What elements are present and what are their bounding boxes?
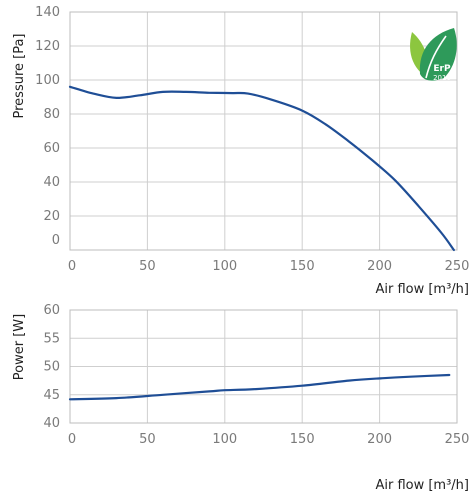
power-plot-frame	[69, 309, 458, 424]
pressure-y-tick-label: 40	[43, 175, 60, 190]
pressure-x-tick-label: 200	[367, 259, 392, 274]
pressure-x-axis-label: Air flow [m³/h]	[375, 282, 469, 297]
power-y-tick-label: 40	[43, 416, 60, 431]
pressure-x-tick-label: 100	[212, 259, 237, 274]
power-y-tick-label: 50	[43, 360, 60, 375]
power-grid	[69, 309, 458, 424]
power-y-axis-label: Power [W]	[12, 314, 27, 380]
power-x-tick-label: 50	[139, 432, 156, 447]
power-chart: 0 50 100 150 200 250 40 45 50 55 60 Power [W] Air …	[12, 303, 469, 493]
badge-year-label: 2018	[433, 74, 451, 82]
pressure-grid	[69, 11, 458, 251]
pressure-y-tick-label: 60	[43, 141, 60, 156]
power-x-axis-label: Air flow [m³/h]	[375, 478, 469, 493]
pressure-ticks: 0 50 100 150 200 250 0 20 40 60 80 100 120 140	[35, 5, 469, 274]
pressure-y-tick-label: 0	[52, 233, 60, 248]
badge-erp-label: ErP	[433, 64, 451, 74]
pressure-x-tick-label: 50	[139, 259, 156, 274]
pressure-y-tick-label: 140	[35, 5, 60, 20]
pressure-curve	[68, 85, 455, 252]
power-x-tick-label: 200	[367, 432, 392, 447]
power-x-tick-label: 150	[290, 432, 315, 447]
pressure-y-tick-label: 80	[43, 107, 60, 122]
erp-2018-badge: ErP 2018	[410, 28, 457, 82]
pressure-y-axis-label: Pressure [Pa]	[12, 33, 27, 118]
pressure-x-tick-label: 250	[445, 259, 470, 274]
power-y-tick-label: 60	[43, 303, 60, 318]
power-y-tick-label: 55	[43, 331, 60, 346]
power-ticks: 0 50 100 150 200 250 40 45 50 55 60	[43, 303, 469, 447]
pressure-x-tick-label: 0	[68, 259, 76, 274]
power-x-tick-label: 100	[212, 432, 237, 447]
power-x-tick-label: 0	[68, 432, 76, 447]
power-x-tick-label: 250	[445, 432, 470, 447]
pressure-x-tick-label: 150	[290, 259, 315, 274]
pressure-chart: 0 50 100 150 200 250 0 20 40 60 80 100 120 140 Pressu…	[12, 5, 469, 297]
power-y-tick-label: 45	[43, 388, 60, 403]
pressure-plot-frame	[69, 11, 458, 251]
pressure-y-tick-label: 20	[43, 209, 60, 224]
power-curve	[68, 373, 451, 401]
pressure-y-tick-label: 100	[35, 73, 60, 88]
leaf-vein-icon	[425, 35, 447, 79]
pressure-y-tick-label: 120	[35, 39, 60, 54]
